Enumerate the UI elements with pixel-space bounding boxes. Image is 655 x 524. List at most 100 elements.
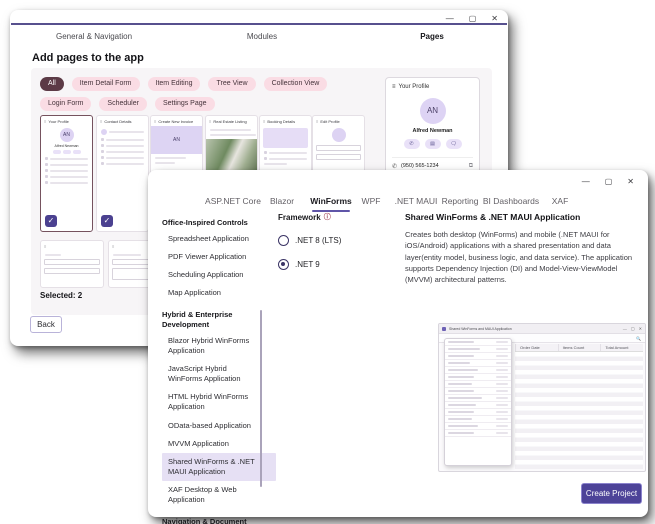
- maximize-icon[interactable]: ▢: [604, 177, 613, 186]
- tab-xaf[interactable]: XAF: [551, 196, 569, 206]
- back-button[interactable]: Back: [30, 316, 62, 333]
- tab-net-maui[interactable]: .NET MAUI: [394, 196, 438, 206]
- chip-item-detail-form[interactable]: Item Detail Form: [71, 77, 140, 91]
- phone-number: (950) 565-1234: [401, 163, 439, 169]
- close-icon[interactable]: ✕: [491, 14, 498, 23]
- page-thumbnail-form-1[interactable]: ≡: [40, 240, 104, 288]
- list-section-heading: Hybrid & Enterprise Development: [162, 310, 233, 329]
- menu-icon: ≡: [392, 84, 396, 90]
- chip-tree-view[interactable]: Tree View: [208, 77, 256, 91]
- first-name-field: [316, 145, 361, 151]
- template-item-map[interactable]: Map Application: [168, 288, 221, 298]
- page-title: Add pages to the app: [32, 52, 144, 64]
- template-preview-image: Shared WinForms and MAUI Application — ▢…: [438, 323, 646, 472]
- preview-window-title: Shared WinForms and MAUI Application: [449, 326, 512, 331]
- close-icon[interactable]: ✕: [627, 177, 634, 186]
- list-scrollbar[interactable]: [260, 310, 262, 487]
- template-list: Office-Inspired Controls Spreadsheet App…: [162, 210, 276, 524]
- tab-general-navigation[interactable]: General & Navigation: [55, 32, 133, 41]
- avatar: AN: [419, 98, 446, 124]
- template-details-description: Creates both desktop (WinForms) and mobi…: [405, 230, 633, 284]
- copy-icon[interactable]: ⧉: [468, 163, 473, 169]
- page-thumbnail-contact-details[interactable]: ≡ Contact Details ✓: [96, 115, 149, 232]
- search-icon: 🔍: [636, 335, 641, 341]
- window-controls: — ▢ ✕: [446, 14, 498, 24]
- call-button[interactable]: ✆: [403, 139, 420, 149]
- template-item-mvvm[interactable]: MVVM Application: [168, 438, 229, 448]
- preview-title: Your Profile: [398, 84, 430, 90]
- booking-highlight: [263, 128, 308, 148]
- menu-icon: ≡: [316, 119, 319, 124]
- action-pills: [41, 150, 92, 154]
- app-icon: [442, 326, 446, 331]
- radio-net8[interactable]: .NET 8 (LTS): [278, 235, 388, 246]
- template-item-shared-winforms-maui[interactable]: Shared WinForms & .NET MAUI Application: [162, 452, 276, 481]
- thumbnail-title: Edit Profile: [320, 119, 340, 124]
- chip-all[interactable]: All: [40, 77, 64, 91]
- thumbnail-title: Contact Details: [104, 119, 132, 124]
- template-item-blazor-hybrid[interactable]: Blazor Hybrid WinForms Application: [168, 335, 250, 355]
- chip-collection-view[interactable]: Collection View: [263, 77, 328, 91]
- tab-aspnet-core[interactable]: ASP.NET Core: [205, 196, 261, 206]
- template-item-pdf-viewer[interactable]: PDF Viewer Application: [168, 251, 247, 261]
- window-controls: — ▢ ✕: [582, 177, 634, 187]
- page-thumbnail-your-profile[interactable]: ≡ Your Profile AN Alfred Newman ✓: [40, 115, 93, 232]
- radio-circle[interactable]: [278, 235, 289, 246]
- create-project-wizard-window: — ▢ ✕ ASP.NET Core Blazor WinForms WPF .…: [148, 170, 648, 524]
- template-item-xaf-desktop-web[interactable]: XAF Desktop & Web Application: [168, 485, 237, 505]
- column-order-date: Order Date: [515, 344, 558, 351]
- create-project-button[interactable]: Create Project: [581, 483, 642, 504]
- radio-net9[interactable]: .NET 9: [278, 259, 388, 270]
- info-icon[interactable]: ⓘ: [323, 214, 331, 221]
- tab-blazor[interactable]: Blazor: [269, 196, 295, 206]
- template-details: Shared WinForms & .NET MAUI Application …: [405, 212, 643, 285]
- menu-icon: ≡: [100, 119, 103, 124]
- minimize-icon[interactable]: —: [445, 14, 454, 23]
- avatar: AN: [59, 128, 74, 142]
- chip-settings-page[interactable]: Settings Page: [154, 97, 215, 111]
- maximize-icon[interactable]: ▢: [468, 14, 477, 23]
- framework-section: Framework ⓘ .NET 8 (LTS) .NET 9: [278, 212, 388, 270]
- tab-modules[interactable]: Modules: [246, 32, 278, 41]
- thumbnail-title: Real Estate Listing: [213, 119, 247, 124]
- column-items-count: Items Count: [557, 344, 601, 351]
- chat-button[interactable]: 🗨: [445, 139, 462, 149]
- chip-scheduler[interactable]: Scheduler: [99, 97, 147, 111]
- template-item-scheduling[interactable]: Scheduling Application: [168, 270, 244, 279]
- selected-check-badge: ✓: [45, 215, 57, 227]
- list-section-heading: Office-Inspired Controls: [162, 218, 248, 227]
- template-item-javascript-hybrid[interactable]: JavaScript Hybrid WinForms Application: [168, 364, 241, 384]
- thumbnail-title: Booking Details: [267, 119, 296, 124]
- menu-icon: ≡: [263, 119, 266, 124]
- template-item-odata[interactable]: OData-based Application: [168, 420, 251, 430]
- filter-chips: All Item Detail Form Item Editing Tree V…: [40, 77, 380, 111]
- customer-dropdown-panel: [444, 338, 512, 466]
- menu-icon: ≡: [154, 119, 157, 124]
- contact-name: Alfred Newman: [54, 144, 79, 148]
- selected-check-badge: ✓: [101, 215, 113, 227]
- chip-item-editing[interactable]: Item Editing: [147, 77, 201, 91]
- active-tab-underline: [312, 210, 350, 212]
- invoice-avatar-block: AN: [151, 126, 202, 154]
- radio-circle-selected[interactable]: [278, 259, 289, 270]
- list-section-heading: Navigation & Document Layout: [162, 517, 247, 524]
- close-icon: ✕: [638, 326, 642, 331]
- tab-wpf[interactable]: WPF: [361, 196, 381, 206]
- grid-header-row: Order Date Items Count Total Amount: [515, 344, 643, 352]
- template-item-html-hybrid[interactable]: HTML Hybrid WinForms Application: [168, 392, 249, 412]
- listing-photo: [206, 139, 257, 175]
- menu-icon: ≡: [44, 119, 47, 124]
- work-button[interactable]: ▤: [424, 139, 441, 149]
- tab-winforms[interactable]: WinForms: [310, 196, 352, 206]
- phone-icon: ✆: [392, 164, 398, 170]
- menu-icon: ≡: [112, 244, 115, 249]
- tab-reporting[interactable]: Reporting: [441, 196, 479, 206]
- tab-pages[interactable]: Pages: [420, 32, 444, 41]
- chip-login-form[interactable]: Login Form: [40, 97, 92, 111]
- tab-bi-dashboards[interactable]: BI Dashboards: [482, 196, 540, 206]
- minimize-icon[interactable]: —: [581, 177, 590, 186]
- thumbnail-title: Your Profile: [48, 119, 69, 124]
- template-item-spreadsheet[interactable]: Spreadsheet Application: [168, 233, 249, 243]
- framework-label: Framework: [278, 212, 321, 222]
